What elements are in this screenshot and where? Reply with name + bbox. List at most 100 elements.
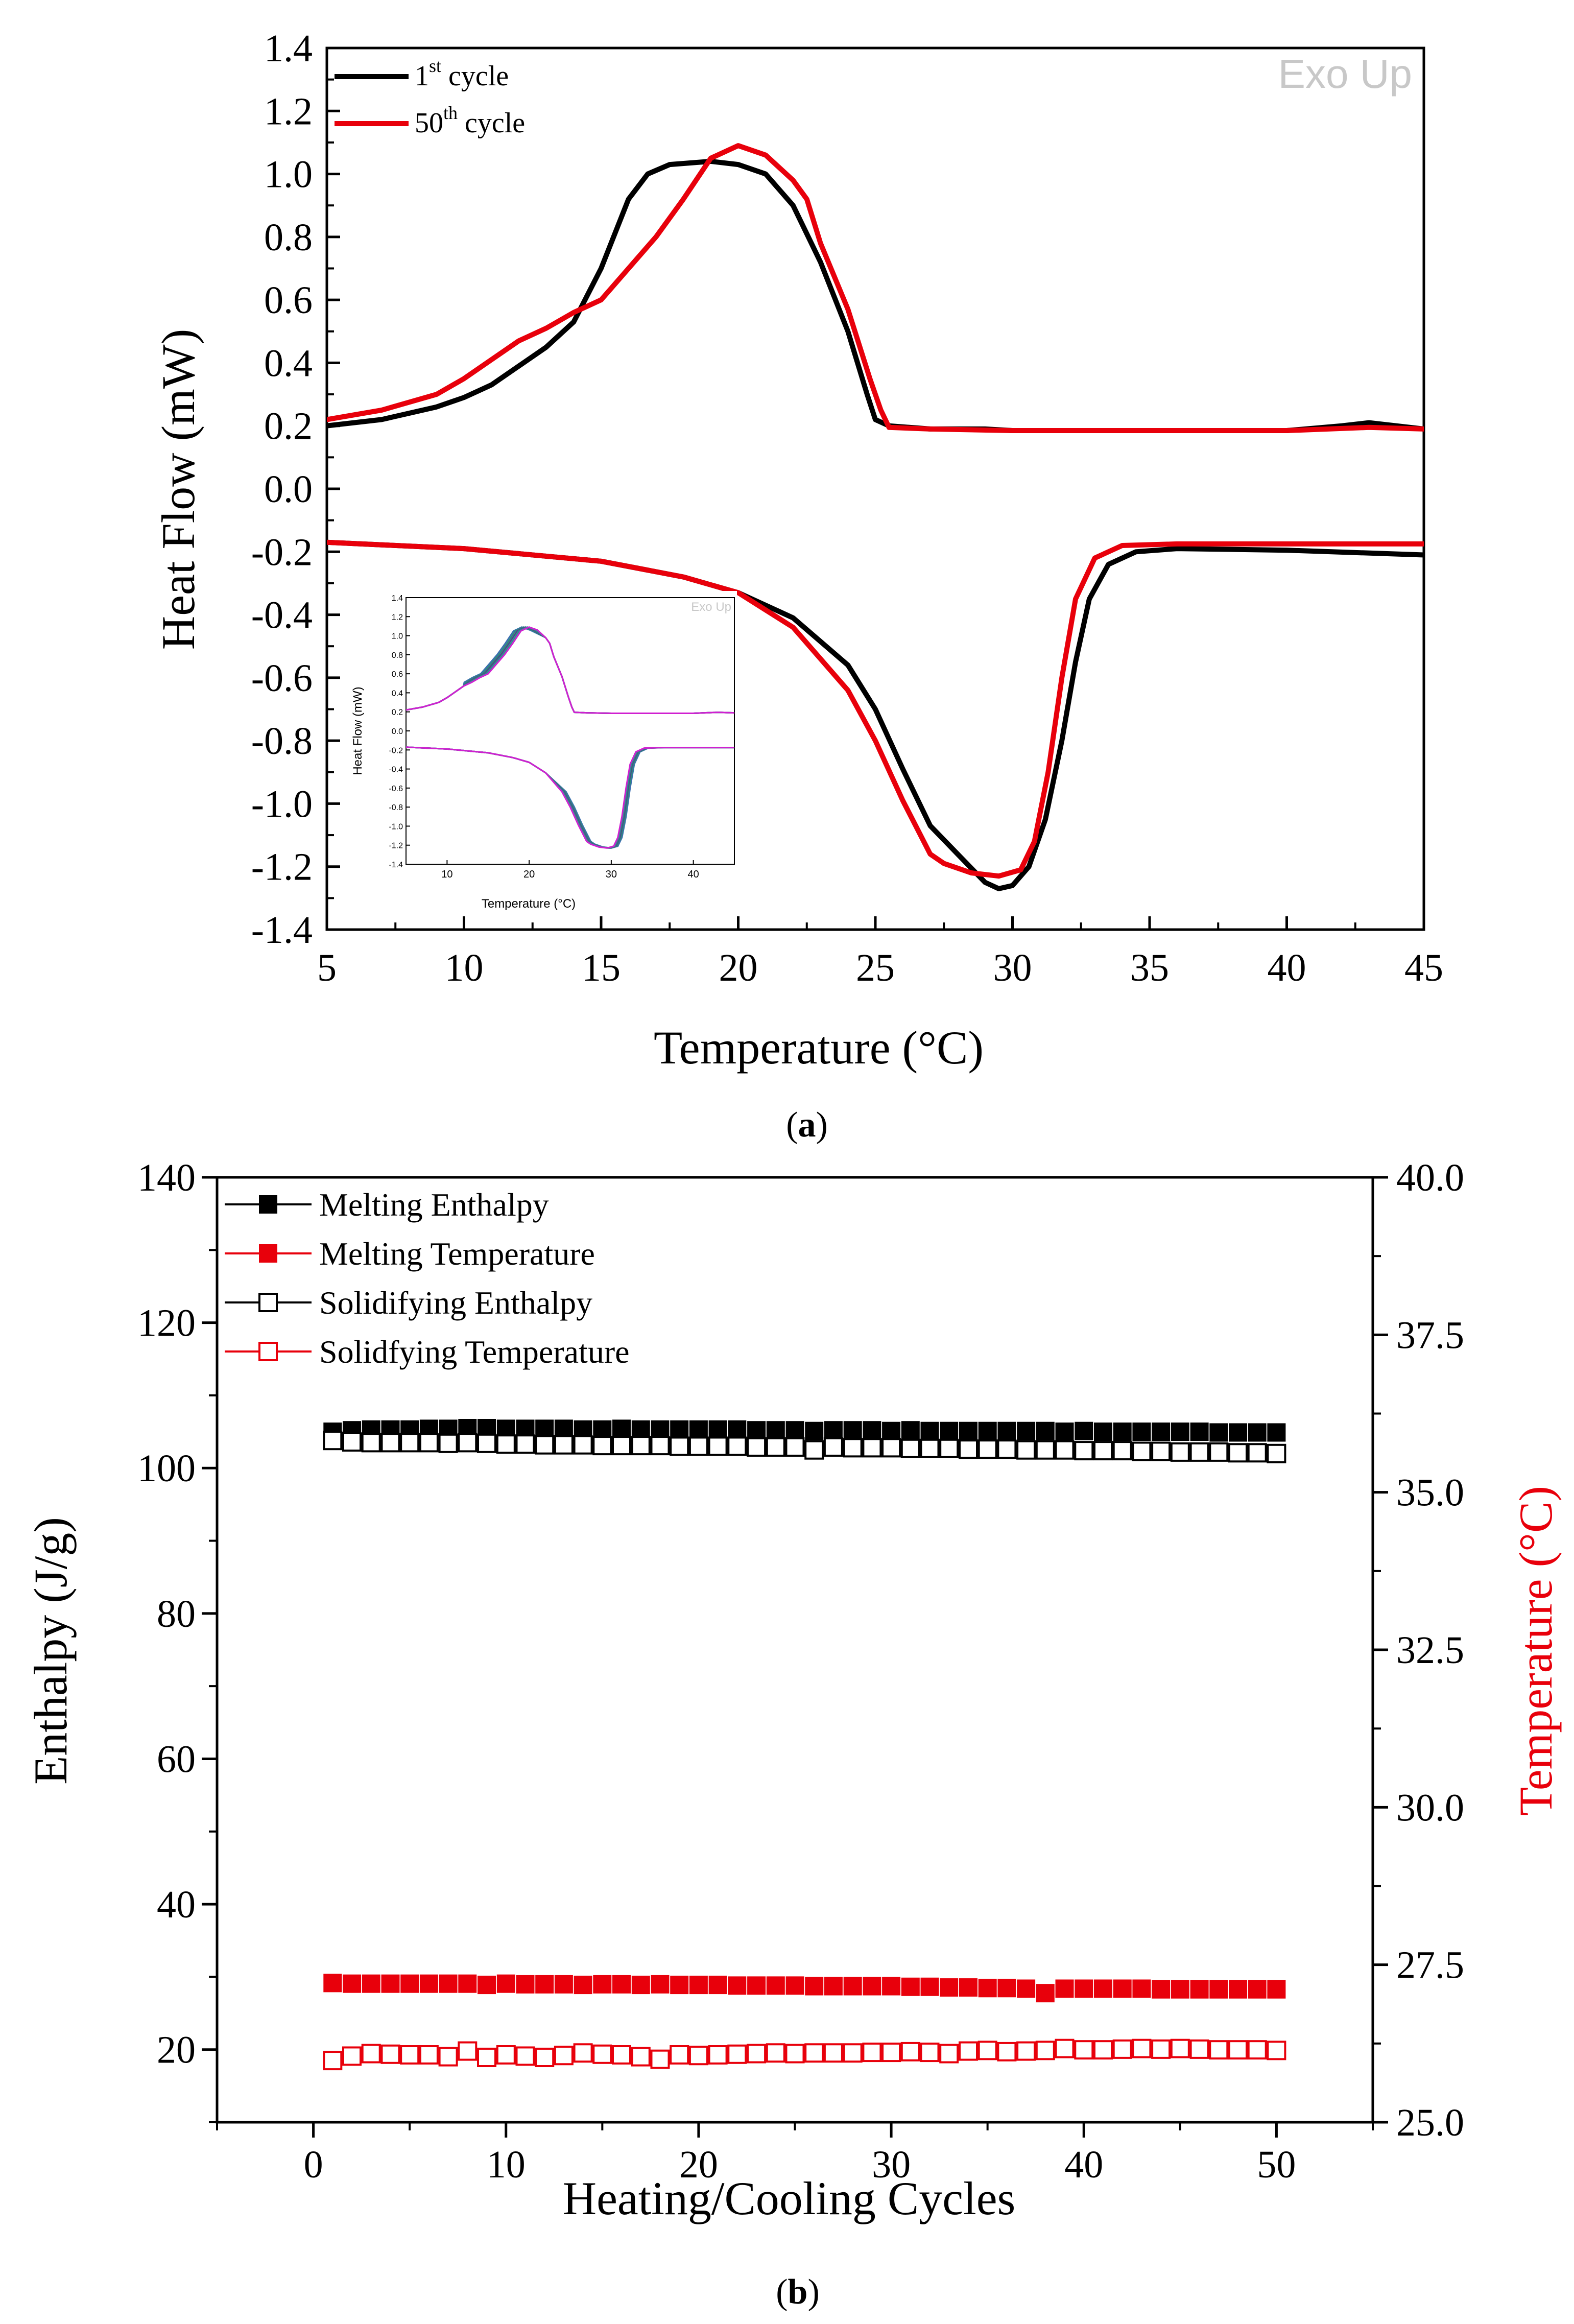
- data-point-melting-enthalpy: [1132, 1422, 1151, 1441]
- inset-y-tick-label: 0.0: [392, 727, 403, 736]
- panel-b-y-axis-label-left: Enthalpy (J/g): [25, 1517, 77, 1785]
- data-point-melting-enthalpy: [708, 1420, 727, 1439]
- data-point-solidfying-temperature: [881, 2043, 901, 2062]
- data-point-melting-temperature: [728, 1976, 747, 1995]
- data-point-melting-temperature: [439, 1974, 458, 1993]
- data-point-solidifying-enthalpy: [573, 1435, 593, 1455]
- inset-cycle-line: [406, 626, 734, 714]
- inset-lines: [406, 626, 734, 849]
- panel-b-right-tick-label: 37.5: [1396, 1314, 1464, 1357]
- panel-a-x-tick-label: 35: [1130, 946, 1169, 989]
- data-point-melting-enthalpy: [651, 1420, 670, 1439]
- panel-b-ticks: 0 10 20 30 40 50 20 40 60 80 100 120 140 25.0 27.5 30.0…: [137, 1156, 1464, 2186]
- legend-label-melting-temperature: Melting Temperature: [319, 1236, 595, 1272]
- data-point-solidfying-temperature: [1209, 2040, 1229, 2060]
- panel-b-left-tick-label: 60: [157, 1738, 196, 1781]
- panel-a-y-tick-label: -0.2: [251, 531, 313, 574]
- data-point-melting-temperature: [1055, 1979, 1074, 1998]
- data-point-solidfying-temperature: [1267, 2041, 1286, 2060]
- panel-a-lines: [327, 143, 1424, 891]
- data-point-melting-temperature: [1017, 1979, 1036, 1998]
- inset-y-axis-label: Heat Flow (mW): [351, 686, 365, 775]
- panel-a-y-tick-label: -1.0: [251, 782, 313, 825]
- data-point-melting-enthalpy: [1094, 1422, 1112, 1441]
- data-point-solidfying-temperature: [997, 2042, 1017, 2061]
- panel-a-y-tick-label: -1.2: [251, 846, 313, 889]
- data-point-solidifying-enthalpy: [804, 1440, 824, 1460]
- data-point-melting-temperature: [920, 1977, 939, 1996]
- data-point-solidfying-temperature: [323, 2051, 343, 2071]
- data-point-melting-temperature: [1152, 1980, 1171, 1999]
- data-point-melting-enthalpy: [535, 1419, 554, 1438]
- data-point-melting-enthalpy: [766, 1421, 785, 1440]
- data-point-melting-enthalpy: [1267, 1423, 1286, 1442]
- data-point-melting-temperature: [1248, 1980, 1267, 1999]
- data-point-solidifying-enthalpy: [496, 1434, 516, 1454]
- data-point-solidfying-temperature: [592, 2044, 612, 2064]
- data-point-melting-enthalpy: [882, 1421, 901, 1440]
- data-point-solidfying-temperature: [977, 2041, 997, 2060]
- data-point-solidifying-enthalpy: [1170, 1442, 1190, 1462]
- panel-a-y-tick-label: 0.6: [264, 279, 313, 322]
- panel-a-ticks: 5 10 15 20 25 30 35 40 45 1.4 1.2 1.0 0.8 0.6 0.4 0.2 0.…: [251, 27, 1443, 989]
- data-point-melting-temperature: [708, 1976, 727, 1995]
- inset-background: [379, 591, 737, 874]
- series-line-50th-cycle-heating: [327, 143, 1424, 433]
- data-point-solidifying-enthalpy: [535, 1435, 555, 1455]
- data-point-solidifying-enthalpy: [862, 1438, 882, 1458]
- data-point-melting-enthalpy: [1248, 1423, 1267, 1442]
- data-point-melting-temperature: [593, 1975, 612, 1994]
- data-point-melting-enthalpy: [670, 1420, 689, 1439]
- panel-b-x-axis-label: Heating/Cooling Cycles: [563, 2172, 1016, 2224]
- data-point-solidifying-enthalpy: [766, 1437, 785, 1457]
- data-point-solidifying-enthalpy: [477, 1433, 496, 1453]
- data-point-solidfying-temperature: [342, 2046, 362, 2066]
- data-point-melting-enthalpy: [1075, 1421, 1093, 1440]
- panel-b-left-tick-label: 40: [157, 1883, 196, 1926]
- data-point-solidfying-temperature: [939, 2044, 959, 2064]
- data-point-solidifying-enthalpy: [380, 1433, 400, 1453]
- panel-a-x-tick-label: 25: [856, 946, 895, 989]
- data-point-melting-temperature: [1190, 1980, 1209, 1999]
- data-point-solidfying-temperature: [1112, 2039, 1132, 2059]
- data-point-melting-enthalpy: [1152, 1422, 1171, 1441]
- data-point-solidfying-temperature: [785, 2044, 805, 2064]
- data-point-solidfying-temperature: [766, 2043, 785, 2063]
- inset-y-tick-label: 0.2: [392, 708, 403, 717]
- data-point-melting-enthalpy: [1171, 1422, 1189, 1441]
- panel-a-y-tick-label: -1.4: [251, 909, 313, 952]
- data-point-melting-enthalpy: [901, 1421, 920, 1440]
- data-point-melting-temperature: [689, 1976, 708, 1995]
- data-point-melting-temperature: [651, 1975, 670, 1994]
- data-point-solidfying-temperature: [458, 2041, 478, 2061]
- data-point-solidifying-enthalpy: [438, 1433, 458, 1453]
- data-point-solidifying-enthalpy: [1055, 1440, 1075, 1460]
- data-point-solidifying-enthalpy: [1112, 1441, 1132, 1461]
- panel-a-y-axis-label: Heat Flow (mW): [152, 329, 204, 650]
- legend-label-solidifying-enthalpy: Solidifying Enthalpy: [319, 1285, 592, 1321]
- panel-a-y-tick-label: 0.8: [264, 216, 313, 259]
- data-point-melting-temperature: [843, 1977, 862, 1996]
- inset-y-tick-label: 0.4: [392, 689, 403, 698]
- data-point-solidfying-temperature: [900, 2042, 920, 2061]
- data-point-melting-temperature: [1267, 1980, 1286, 1999]
- panel-b-left-tick-label: 140: [137, 1156, 196, 1199]
- data-point-solidfying-temperature: [554, 2046, 574, 2066]
- data-point-melting-enthalpy: [631, 1420, 650, 1439]
- panel-b-left-tick-label: 100: [137, 1447, 196, 1490]
- data-point-solidifying-enthalpy: [1035, 1440, 1055, 1460]
- data-point-melting-enthalpy: [1036, 1421, 1055, 1440]
- panel-b-left-tick-label: 120: [137, 1302, 196, 1345]
- panel-b: 0 10 20 30 40 50 20 40 60 80 100 120 140 25.0 27.5 30.0…: [25, 1156, 1562, 2312]
- data-point-melting-temperature: [901, 1977, 920, 1996]
- panel-b-caption: (b): [776, 2272, 820, 2312]
- inset-cycle-line: [406, 746, 734, 849]
- data-point-melting-enthalpy: [593, 1420, 612, 1439]
- data-point-solidfying-temperature: [361, 2044, 381, 2064]
- data-point-melting-enthalpy: [785, 1421, 804, 1440]
- data-point-solidifying-enthalpy: [727, 1436, 747, 1456]
- data-point-solidfying-temperature: [573, 2043, 593, 2063]
- data-point-solidifying-enthalpy: [881, 1438, 901, 1458]
- data-point-solidfying-temperature: [843, 2043, 863, 2063]
- data-point-melting-enthalpy: [959, 1421, 977, 1440]
